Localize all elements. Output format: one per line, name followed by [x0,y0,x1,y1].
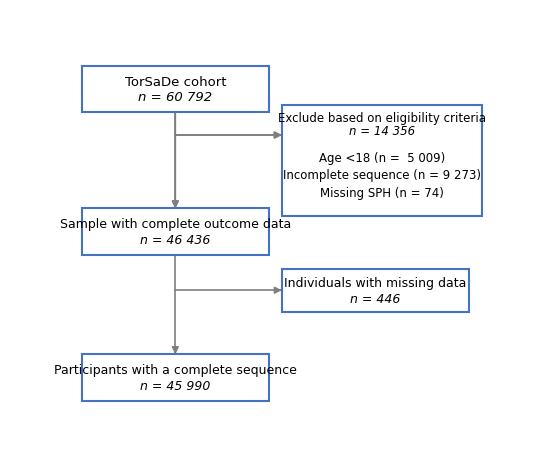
FancyBboxPatch shape [81,66,269,112]
Text: Participants with a complete sequence: Participants with a complete sequence [54,364,297,377]
FancyBboxPatch shape [282,269,469,311]
Text: Incomplete sequence (n = 9 273): Incomplete sequence (n = 9 273) [283,169,481,182]
Text: Individuals with missing data: Individuals with missing data [284,277,467,290]
Text: Age <18 (n =  5 009): Age <18 (n = 5 009) [319,152,445,164]
FancyBboxPatch shape [81,354,269,401]
Text: Sample with complete outcome data: Sample with complete outcome data [60,218,291,231]
Text: n = 46 436: n = 46 436 [140,234,211,247]
Text: n = 446: n = 446 [350,293,401,306]
Text: Missing SPH (n = 74): Missing SPH (n = 74) [320,187,444,200]
FancyBboxPatch shape [282,105,482,215]
Text: TorSaDe cohort: TorSaDe cohort [124,76,226,89]
Text: n = 14 356: n = 14 356 [349,125,415,138]
FancyBboxPatch shape [81,208,269,255]
Text: Exclude based on eligibility criteria: Exclude based on eligibility criteria [278,112,486,125]
Text: n = 60 792: n = 60 792 [138,91,212,104]
Text: n = 45 990: n = 45 990 [140,380,211,393]
